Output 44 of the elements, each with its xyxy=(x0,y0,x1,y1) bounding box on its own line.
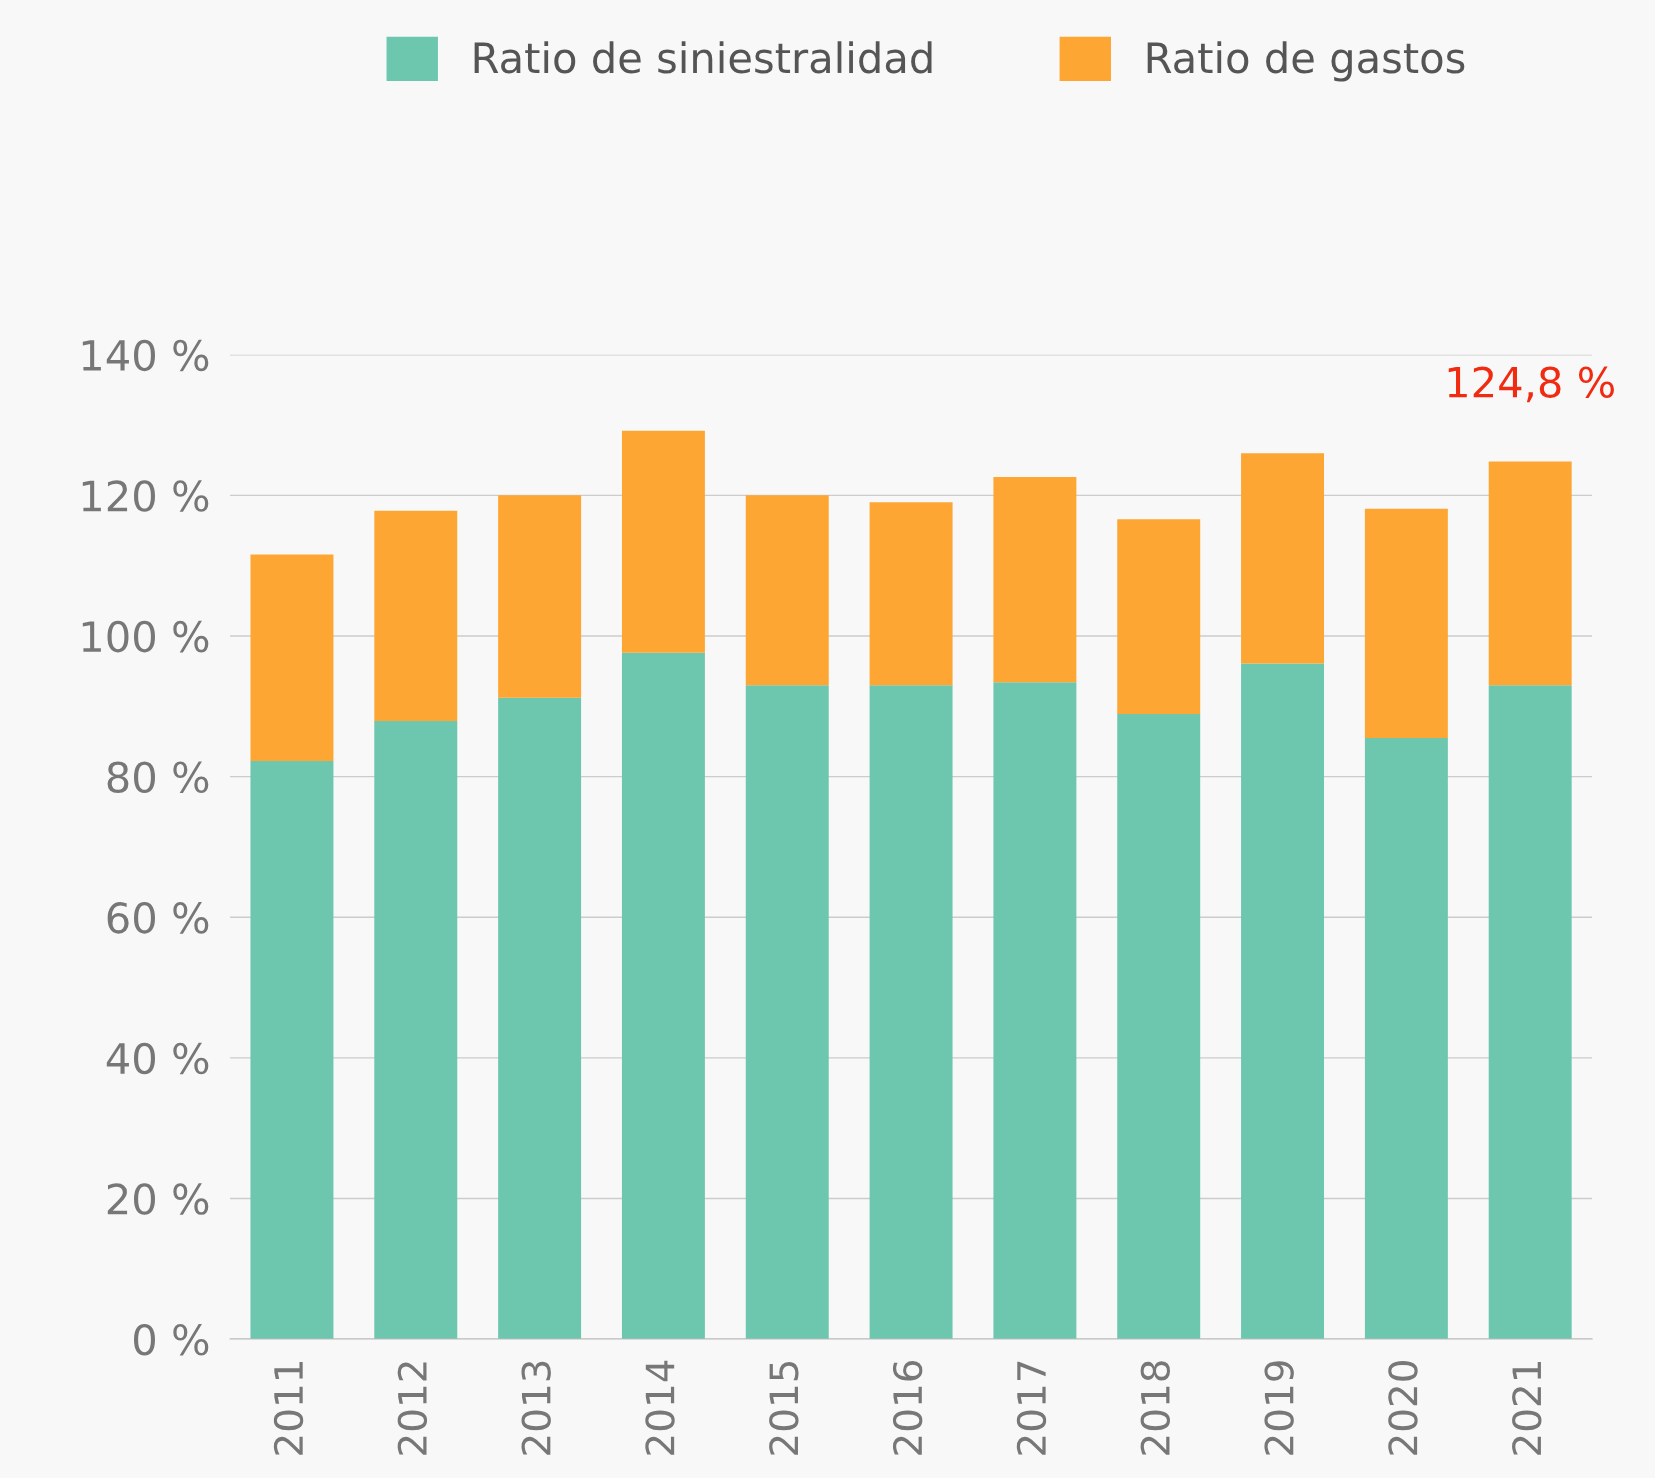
y-tick-label: 120 % xyxy=(82,480,209,512)
y-tick-label: 100 % xyxy=(82,620,209,653)
x-tick-label: 2019 xyxy=(1264,1361,1294,1455)
y-tick-label: 20 % xyxy=(107,1183,209,1215)
x-tick-label: 2011 xyxy=(273,1362,304,1455)
bar xyxy=(498,495,582,698)
bar xyxy=(621,430,705,653)
bar xyxy=(1364,508,1448,738)
bar xyxy=(1241,453,1325,664)
x-tick-label: 2016 xyxy=(892,1360,923,1455)
legend-label: Ratio de gastos xyxy=(1147,41,1465,82)
bar xyxy=(498,697,582,1340)
bar xyxy=(374,721,458,1340)
bar xyxy=(1117,714,1201,1340)
bar xyxy=(869,685,953,1340)
x-tick-label: 2021 xyxy=(1512,1362,1542,1455)
bar xyxy=(250,554,334,762)
y-tick-label: 40 % xyxy=(106,1042,209,1075)
x-tick-label: 2018 xyxy=(1140,1361,1171,1455)
bar xyxy=(745,495,829,686)
annotation: 124,8 % xyxy=(1448,366,1614,403)
x-tick-label: 2014 xyxy=(645,1360,675,1455)
bar xyxy=(621,652,705,1340)
bar xyxy=(1117,519,1201,715)
bar xyxy=(993,682,1077,1340)
x-tick-label: 2012 xyxy=(397,1362,428,1455)
y-tick-label: 80 % xyxy=(107,761,209,794)
bar xyxy=(1364,737,1448,1340)
y-tick-label: 0 % xyxy=(134,1323,209,1356)
x-tick-label: 2020 xyxy=(1388,1361,1418,1455)
y-tick-label: 60 % xyxy=(107,902,209,934)
bar xyxy=(869,502,953,686)
bar xyxy=(745,685,829,1340)
bar xyxy=(993,477,1077,683)
x-tick-label: 2013 xyxy=(521,1361,551,1455)
y-tick-label: 140 % xyxy=(82,339,209,372)
bar xyxy=(1241,663,1325,1340)
bar xyxy=(250,761,334,1340)
bar xyxy=(1488,461,1572,686)
legend-label: Ratio de siniestralidad xyxy=(474,41,932,74)
bar xyxy=(1488,685,1572,1340)
x-tick-label: 2015 xyxy=(769,1361,799,1455)
x-tick-label: 2017 xyxy=(1016,1361,1047,1455)
bar xyxy=(374,510,458,722)
